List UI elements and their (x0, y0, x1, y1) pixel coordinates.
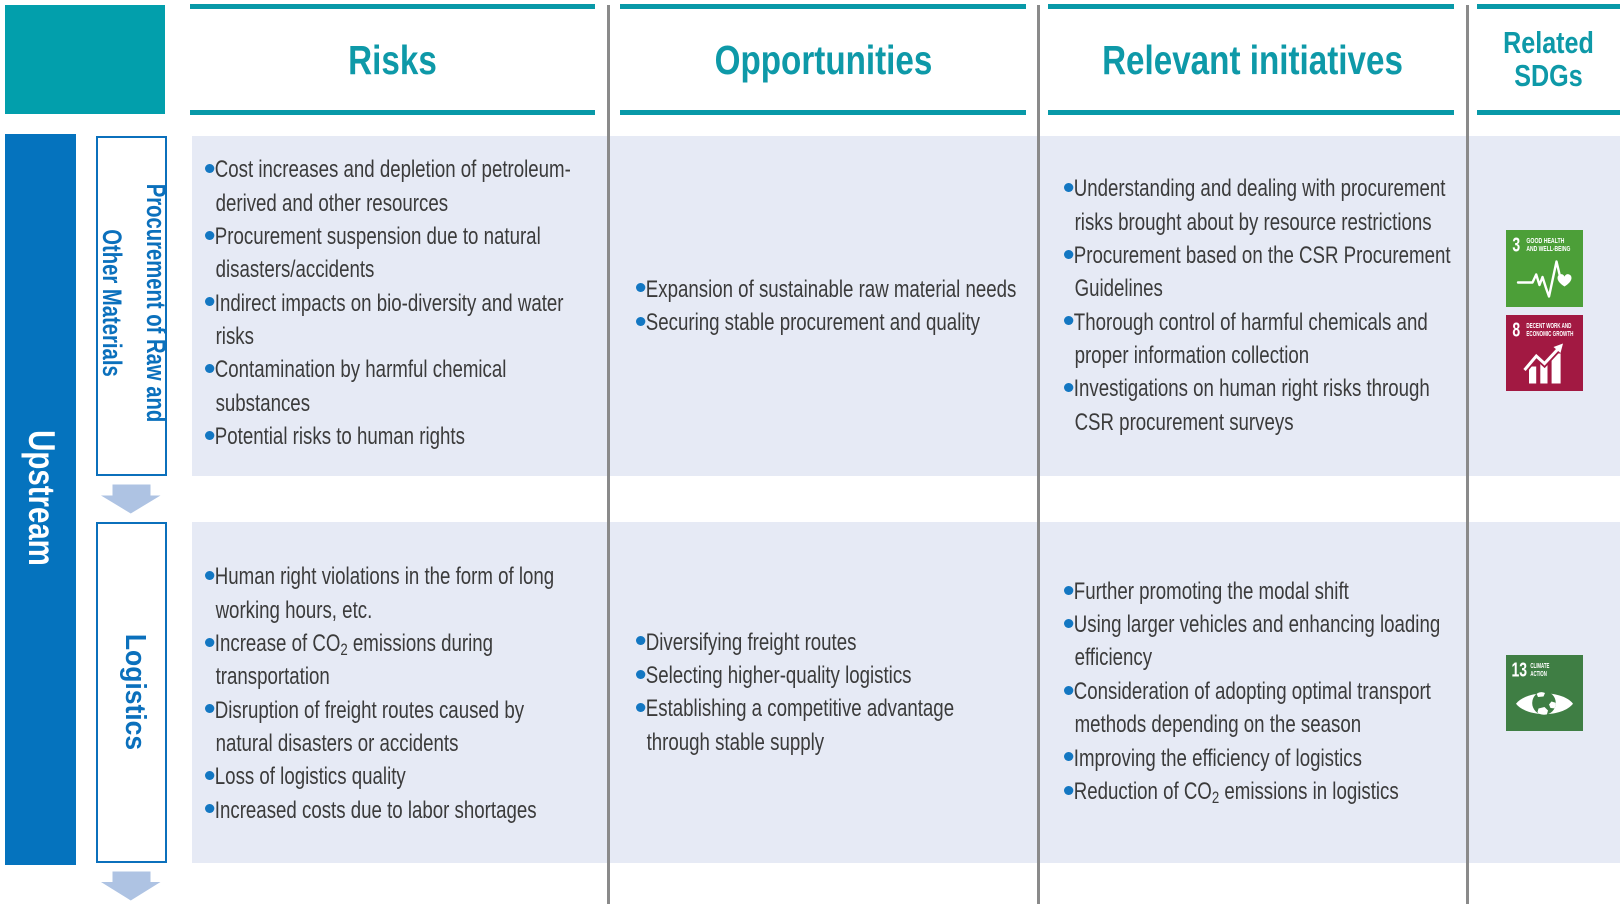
svg-text:AND WELL-BEING: AND WELL-BEING (1526, 246, 1570, 253)
svg-text:ECONOMIC GROWTH: ECONOMIC GROWTH (1526, 331, 1573, 338)
svg-text:CLIMATE: CLIMATE (1530, 663, 1549, 670)
svg-text:3: 3 (1512, 233, 1520, 256)
svg-text:DECENT WORK AND: DECENT WORK AND (1526, 323, 1571, 330)
svg-text:ACTION: ACTION (1530, 671, 1547, 678)
svg-text:GOOD HEALTH: GOOD HEALTH (1526, 238, 1564, 245)
svg-text:13: 13 (1512, 658, 1528, 681)
svg-text:8: 8 (1512, 318, 1520, 341)
